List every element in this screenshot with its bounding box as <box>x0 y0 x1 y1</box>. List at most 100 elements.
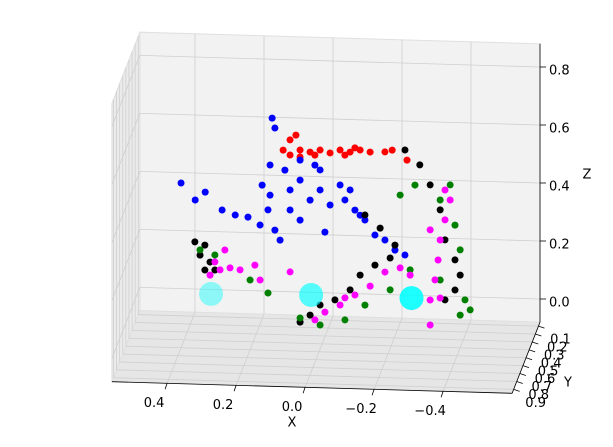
point <box>211 251 219 259</box>
point <box>426 226 434 234</box>
point <box>346 286 354 294</box>
y-tick-label: 0.5 <box>538 364 559 379</box>
point <box>218 206 226 214</box>
z-tick-label: 0.0 <box>549 296 570 311</box>
grid-line <box>122 353 523 367</box>
point <box>211 266 219 274</box>
point <box>434 256 442 264</box>
point <box>401 251 409 259</box>
point <box>401 146 409 154</box>
point <box>371 261 379 269</box>
point <box>311 151 319 159</box>
y-tick-label: 0.7 <box>532 380 553 395</box>
point <box>326 149 334 157</box>
y-axis-line <box>511 322 541 394</box>
point <box>411 181 419 189</box>
point <box>441 186 449 194</box>
point <box>316 321 324 329</box>
point <box>177 179 185 187</box>
point <box>296 216 304 224</box>
grid-line <box>111 287 141 359</box>
ticks: −0.4−0.20.00.20.40.10.20.30.40.50.60.70.… <box>111 43 571 419</box>
point <box>271 226 279 234</box>
grid-line <box>135 322 536 335</box>
point <box>426 321 434 329</box>
point <box>436 294 444 302</box>
point <box>286 136 294 144</box>
point <box>256 276 264 284</box>
z-tick-label: 0.8 <box>549 64 570 79</box>
point <box>326 201 334 209</box>
point <box>286 151 294 159</box>
point <box>331 296 339 304</box>
point <box>441 216 449 224</box>
point <box>431 276 439 284</box>
point <box>371 231 379 239</box>
y-tick <box>516 381 523 384</box>
point <box>296 156 304 164</box>
y-tick-label: 0.3 <box>544 348 565 363</box>
point <box>266 161 274 169</box>
y-tick <box>522 365 530 369</box>
point <box>381 236 389 244</box>
x-tick-label: 0.0 <box>282 400 303 415</box>
point <box>451 221 459 229</box>
point <box>226 264 234 272</box>
point <box>258 181 266 189</box>
point <box>266 191 274 199</box>
point <box>311 161 319 169</box>
grid-line <box>111 55 141 127</box>
point <box>366 282 374 290</box>
point <box>296 314 304 322</box>
point <box>436 276 444 284</box>
point <box>201 266 209 274</box>
y-tick-label: 0.9 <box>525 396 546 411</box>
z-axis-label: Z <box>583 168 592 183</box>
y-tick <box>519 373 526 376</box>
point <box>386 254 394 262</box>
point <box>388 146 396 154</box>
y-tick-label: 0.1 <box>550 333 571 348</box>
grid-line <box>139 287 541 300</box>
point <box>436 206 444 214</box>
x-tick <box>440 391 444 398</box>
point <box>201 188 209 196</box>
point <box>246 276 254 284</box>
point <box>396 264 404 272</box>
y-tick-label: 0.4 <box>541 356 562 371</box>
point <box>336 301 344 309</box>
grid-line <box>132 329 533 343</box>
point <box>456 311 464 319</box>
point <box>316 186 324 194</box>
x-tick-label: 0.4 <box>144 396 165 411</box>
point <box>456 271 464 279</box>
grid-line <box>111 171 141 243</box>
point <box>341 196 349 204</box>
point <box>396 191 404 199</box>
point <box>399 286 424 311</box>
x-tick <box>371 389 375 396</box>
point <box>351 206 359 214</box>
point <box>451 286 459 294</box>
point <box>211 258 219 266</box>
point <box>316 166 324 174</box>
z-tick-label: 0.6 <box>549 122 570 137</box>
point <box>286 186 294 194</box>
point <box>341 316 349 324</box>
point <box>221 246 229 254</box>
y-tick-label: 0.6 <box>535 372 556 387</box>
grid-line <box>128 337 530 351</box>
point <box>406 271 414 279</box>
point <box>236 266 244 274</box>
point <box>191 238 199 246</box>
point <box>292 131 300 139</box>
point <box>391 246 399 254</box>
point <box>268 114 276 122</box>
point <box>306 311 314 319</box>
grid-line <box>113 377 514 390</box>
point <box>231 211 239 219</box>
grid-line <box>139 171 541 184</box>
x-tick-label: 0.2 <box>213 398 234 413</box>
point <box>244 213 252 221</box>
